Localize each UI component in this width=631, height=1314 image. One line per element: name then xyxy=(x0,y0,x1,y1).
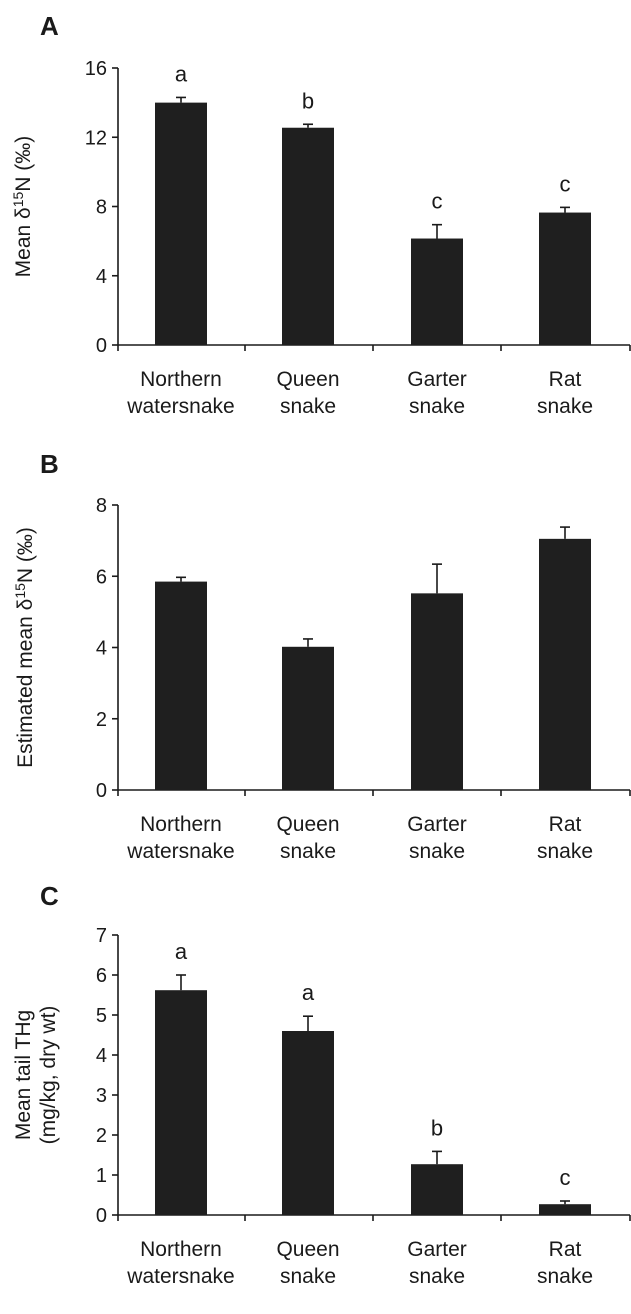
category-label: snake xyxy=(537,840,593,863)
significance-letter: a xyxy=(302,980,315,1005)
y-tick-label: 2 xyxy=(96,1125,107,1147)
significance-letter: b xyxy=(302,88,314,113)
category-label: snake xyxy=(537,1265,593,1288)
y-tick-label: 0 xyxy=(96,780,107,802)
category-label: snake xyxy=(409,840,465,863)
y-tick-label: 5 xyxy=(96,1005,107,1027)
y-tick-label: 7 xyxy=(96,925,107,947)
y-tick-label: 1 xyxy=(96,1165,107,1187)
category-label: Queen xyxy=(276,1238,339,1261)
panel-b: B 0 2 4 6 8 Northern watersnake Queen snake Garter… xyxy=(12,449,631,863)
bar xyxy=(282,646,334,790)
y-tick-label: 12 xyxy=(85,127,107,149)
category-label: watersnake xyxy=(126,395,234,418)
y-axis-label-superscript: 15 xyxy=(12,583,28,599)
y-axis-label: Mean δ15N (‰) xyxy=(10,136,35,278)
bar xyxy=(411,238,463,345)
y-tick-label: 3 xyxy=(96,1085,107,1107)
significance-letter: c xyxy=(432,189,443,214)
y-tick-label: 2 xyxy=(96,709,107,731)
y-tick-label: 16 xyxy=(85,58,107,80)
y-axis-label: Mean tail THg xyxy=(12,1010,35,1140)
significance-letter: c xyxy=(560,171,571,196)
y-tick-label: 0 xyxy=(96,1205,107,1227)
y-tick-label: 6 xyxy=(96,566,107,588)
y-axis-label-part: N (‰) xyxy=(12,136,35,192)
y-tick-label: 4 xyxy=(96,1045,107,1067)
y-tick-label: 6 xyxy=(96,965,107,987)
y-axis-label: (mg/kg, dry wt) xyxy=(37,1006,60,1145)
panel-c: C 0 1 2 3 4 5 6 7 a Northern watersnake a Queen snake b… xyxy=(12,881,631,1288)
category-label: Rat xyxy=(549,1238,582,1261)
category-label: Northern xyxy=(140,368,222,391)
y-axis-label-part: N (‰) xyxy=(14,527,37,583)
y-axis-label-part: Estimated mean δ xyxy=(14,599,37,768)
significance-letter: b xyxy=(431,1115,443,1140)
category-label: snake xyxy=(280,1265,336,1288)
bar xyxy=(411,593,463,790)
significance-letter: a xyxy=(175,939,188,964)
bar xyxy=(155,581,207,790)
y-axis-label: Estimated mean δ15N (‰) xyxy=(12,527,37,768)
category-label: watersnake xyxy=(126,1265,234,1288)
bar xyxy=(539,1204,591,1215)
bar xyxy=(539,212,591,345)
category-label: Northern xyxy=(140,813,222,836)
category-label: watersnake xyxy=(126,840,234,863)
bar xyxy=(282,1031,334,1215)
y-axis-label-superscript: 15 xyxy=(10,191,26,207)
significance-letter: a xyxy=(175,61,188,86)
bar xyxy=(539,538,591,790)
bar xyxy=(155,102,207,345)
bar xyxy=(282,127,334,346)
category-label: snake xyxy=(537,395,593,418)
panel-label: B xyxy=(40,449,59,479)
bar xyxy=(411,1164,463,1215)
category-label: Rat xyxy=(549,813,582,836)
y-tick-label: 0 xyxy=(96,335,107,357)
category-label: snake xyxy=(409,1265,465,1288)
category-label: Garter xyxy=(407,368,467,391)
y-axis-label-part: Mean δ xyxy=(12,207,35,277)
category-label: Queen xyxy=(276,813,339,836)
significance-letter: c xyxy=(560,1165,571,1190)
category-label: snake xyxy=(280,840,336,863)
category-label: Rat xyxy=(549,368,582,391)
category-label: Garter xyxy=(407,1238,467,1261)
y-tick-label: 8 xyxy=(96,197,107,219)
category-label: Northern xyxy=(140,1238,222,1261)
panel-a: A 0 4 8 12 16 a Northern watersnake b Queen snake c G… xyxy=(10,11,631,418)
y-tick-label: 4 xyxy=(96,638,107,660)
panel-label: A xyxy=(40,11,59,41)
category-label: snake xyxy=(409,395,465,418)
category-label: snake xyxy=(280,395,336,418)
y-tick-label: 4 xyxy=(96,266,107,288)
y-tick-label: 8 xyxy=(96,495,107,517)
panel-label: C xyxy=(40,881,59,911)
category-label: Garter xyxy=(407,813,467,836)
category-label: Queen xyxy=(276,368,339,391)
bar xyxy=(155,990,207,1215)
